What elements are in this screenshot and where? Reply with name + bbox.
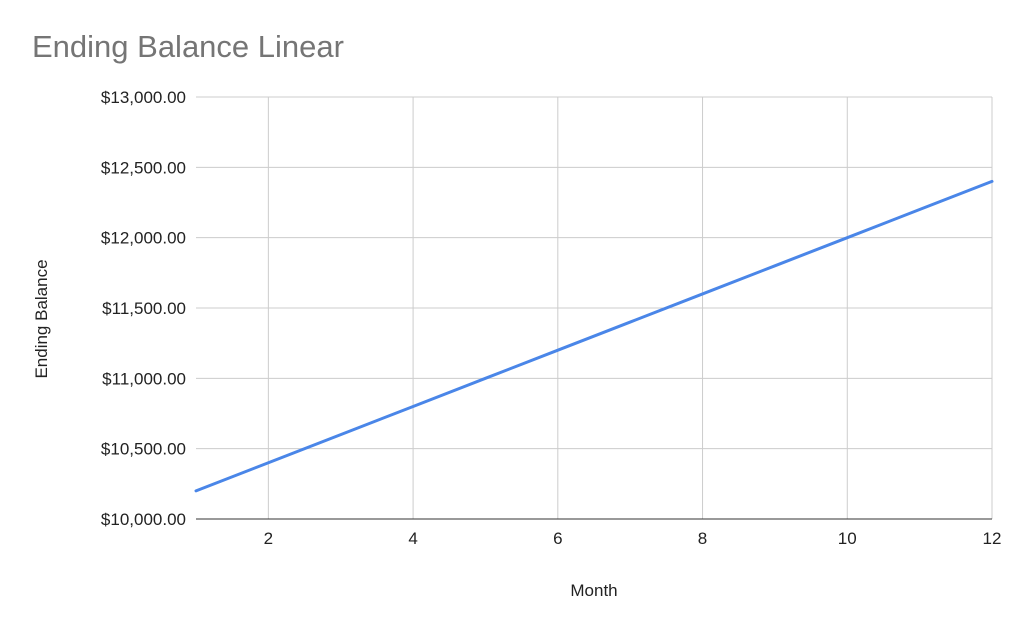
y-tick-label: $11,500.00 bbox=[102, 299, 186, 318]
y-tick-label: $12,000.00 bbox=[101, 229, 186, 248]
y-tick-label: $10,000.00 bbox=[101, 510, 186, 529]
x-tick-label: 2 bbox=[264, 529, 273, 548]
x-tick-label: 6 bbox=[553, 529, 562, 548]
x-axis-title: Month bbox=[570, 581, 617, 600]
y-tick-label: $10,500.00 bbox=[101, 440, 186, 459]
y-axis-ticks: $10,000.00 $10,500.00 $11,000.00 $11,500.00… bbox=[101, 88, 186, 529]
y-axis-title: Ending Balance bbox=[32, 259, 51, 378]
y-tick-label: $12,500.00 bbox=[101, 158, 186, 177]
x-tick-label: 10 bbox=[838, 529, 857, 548]
x-tick-label: 4 bbox=[408, 529, 417, 548]
series-layer bbox=[194, 179, 994, 493]
x-axis-ticks: 2 4 6 8 10 12 bbox=[264, 529, 1002, 548]
x-tick-label: 12 bbox=[983, 529, 1002, 548]
y-tick-label: $11,000.00 bbox=[102, 369, 186, 388]
y-tick-label: $13,000.00 bbox=[101, 88, 186, 107]
chart-title: Ending Balance Linear bbox=[32, 29, 344, 64]
x-tick-label: 8 bbox=[698, 529, 707, 548]
grid bbox=[196, 96, 993, 520]
series-line bbox=[194, 179, 994, 493]
